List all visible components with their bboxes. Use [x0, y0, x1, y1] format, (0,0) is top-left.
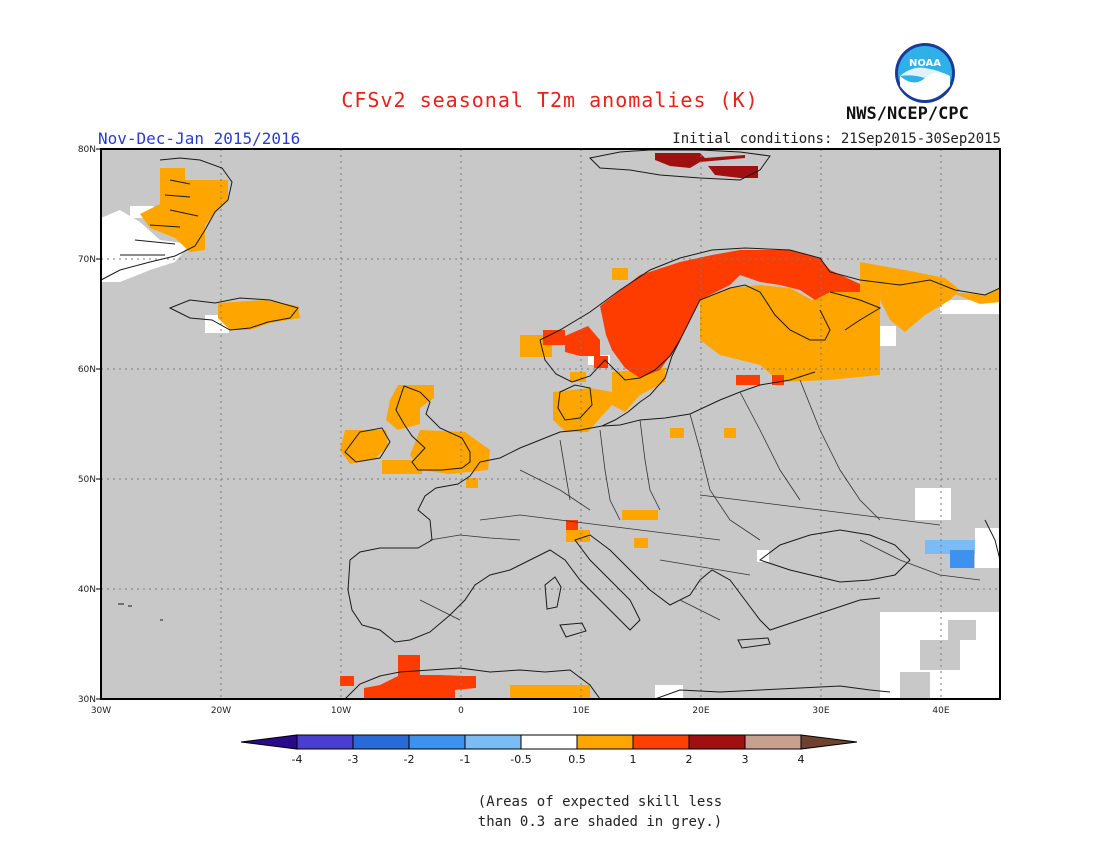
colorbar-arrow-high [800, 734, 858, 750]
lat-label: 80N [78, 145, 96, 155]
lon-label: 10E [572, 706, 589, 716]
lon-label: 10W [331, 706, 351, 716]
anomaly-negative [925, 540, 975, 568]
lat-label: 50N [78, 475, 96, 485]
colorbar-cell [464, 734, 522, 750]
lon-label: 30W [91, 706, 111, 716]
colorbar-tick-label: 1 [630, 753, 637, 766]
colorbar-cell [296, 734, 354, 750]
logo-text: NOAA [909, 58, 941, 69]
noaa-logo-icon: NOAA [895, 43, 955, 103]
forecast-period: Nov-Dec-Jan 2015/2016 [98, 129, 301, 148]
colorbar-cell [576, 734, 634, 750]
lat-label: 60N [78, 365, 96, 375]
colorbar-tick-label: -1 [460, 753, 471, 766]
initial-conditions: Initial conditions: 21Sep2015-30Sep2015 [672, 131, 1001, 147]
map-background [101, 149, 1000, 699]
anomaly-0p5-to-1 [140, 168, 1000, 699]
agency-label: NWS/NCEP/CPC [846, 104, 969, 124]
anomaly-2-to-3 [655, 153, 758, 178]
lat-label: 70N [78, 255, 96, 265]
country-borders [419, 379, 981, 621]
colorbar-tick-label: -4 [292, 753, 303, 766]
skill-note: (Areas of expected skill less than 0.3 a… [470, 792, 730, 832]
colorbar-tick-label: -2 [404, 753, 415, 766]
colorbar-tick-label: 2 [686, 753, 693, 766]
colorbar-cell [744, 734, 802, 750]
anomaly-1-to-2 [340, 250, 860, 699]
anomaly-shading [101, 153, 1000, 699]
colorbar-tick-label: -0.5 [510, 753, 531, 766]
coastlines [101, 149, 1000, 699]
skill-note-line: (Areas of expected skill less [477, 794, 723, 810]
lon-label: 30E [812, 706, 829, 716]
latitude-labels: 80N 70N 60N 50N 40N 30N [78, 145, 96, 705]
lat-label: 40N [78, 585, 96, 595]
lon-label: 0 [458, 706, 464, 716]
lon-label: 20E [692, 706, 709, 716]
map-gridlines [101, 149, 1000, 699]
longitude-labels: 30W 20W 10W 0 10E 20E 30E 40E [91, 706, 950, 716]
colorbar-cell [632, 734, 690, 750]
chart-title: CFSv2 seasonal T2m anomalies (K) [341, 88, 759, 112]
colorbar-arrow-low [240, 734, 298, 750]
map-frame [100, 148, 1001, 700]
colorbar-tick-label: -3 [348, 753, 359, 766]
lon-label: 20W [211, 706, 231, 716]
colorbar-cell [688, 734, 746, 750]
skill-note-line: than 0.3 are shaded in grey.) [477, 814, 723, 830]
colorbar-cell [520, 734, 578, 750]
lat-label: 30N [78, 695, 96, 705]
colorbar-cell [352, 734, 410, 750]
colorbar-tick-label: 3 [742, 753, 749, 766]
latitude-ticks [96, 148, 101, 700]
colorbar-tick-label: 4 [798, 753, 805, 766]
colorbar-cell [408, 734, 466, 750]
lon-label: 40E [932, 706, 949, 716]
colorbar-tick-label: 0.5 [568, 753, 586, 766]
